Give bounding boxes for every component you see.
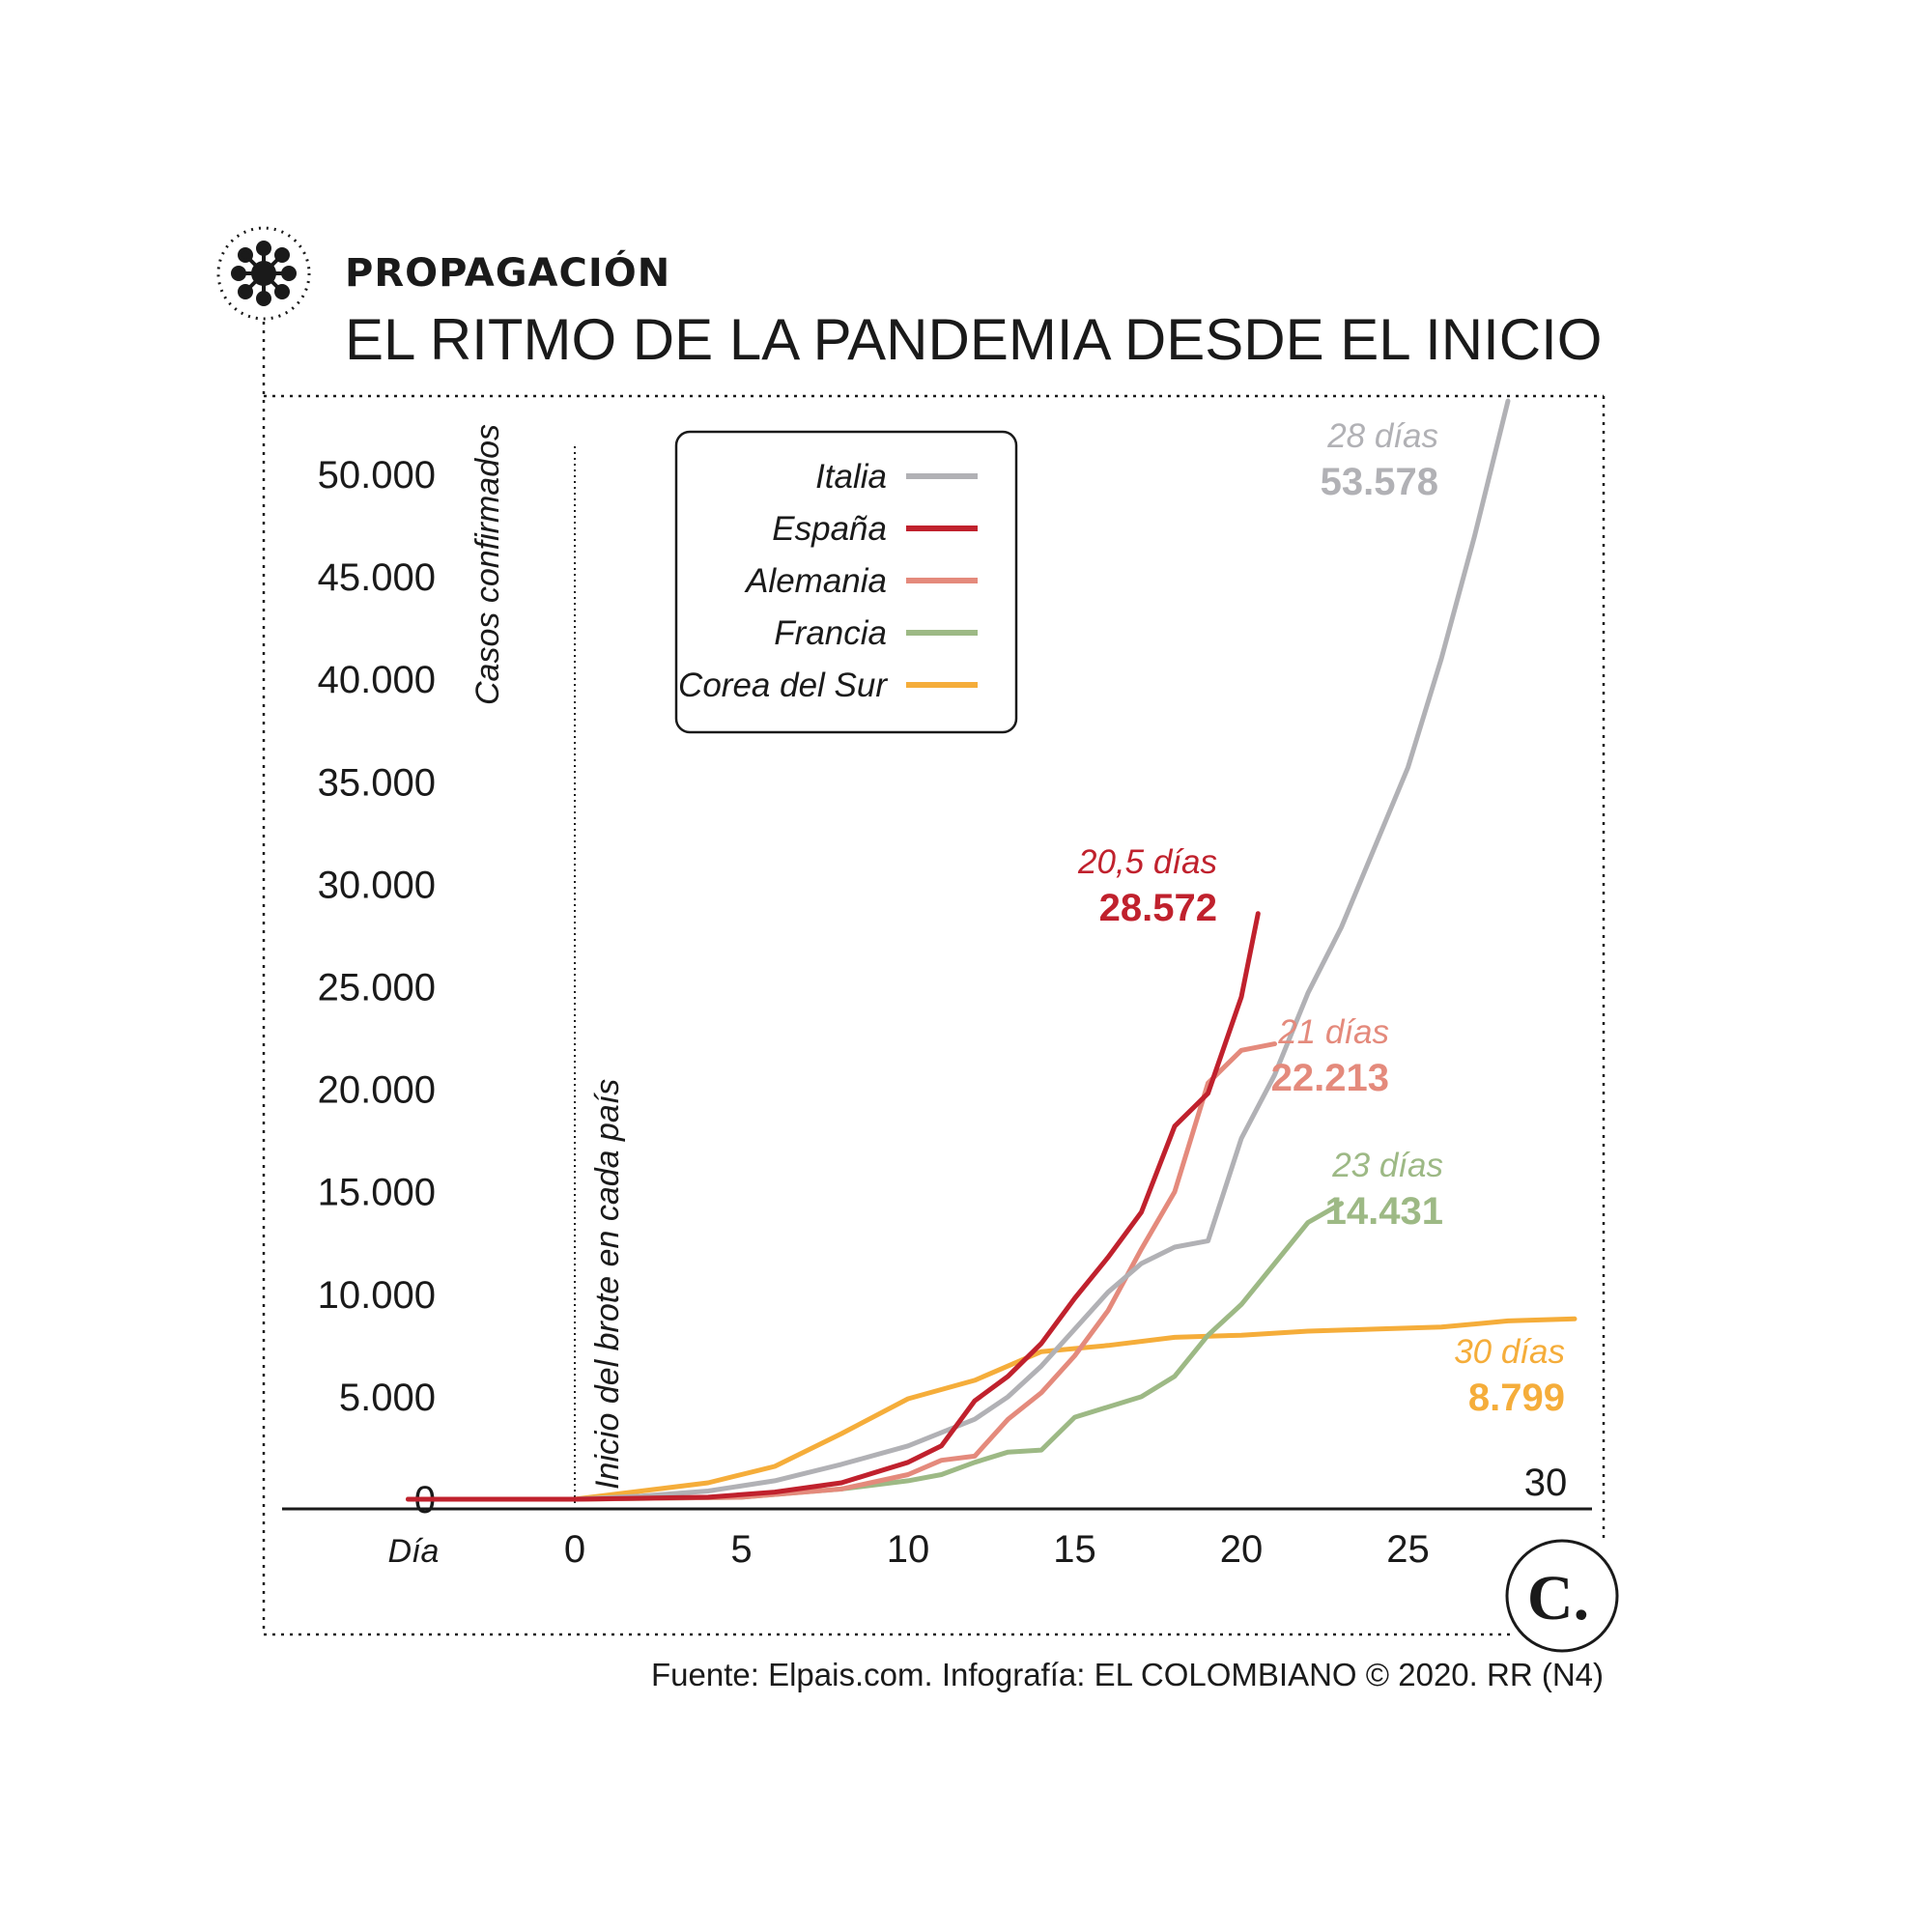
legend-label: Alemania: [744, 562, 887, 600]
y-tick-label: 5.000: [339, 1377, 436, 1419]
series-line-alemania: [406, 1041, 1277, 1502]
legend-box: [674, 430, 1018, 734]
end-label-days: 20,5 días: [1077, 843, 1217, 881]
series-layer: [406, 398, 1578, 1502]
legend-label: Francia: [774, 614, 887, 652]
end-label-days: 21 días: [1277, 1013, 1389, 1051]
x-axis-ticks: 0 5 10 15 20 25: [564, 1528, 1430, 1571]
end-annotations: 28 días 53.578 20,5 días 28.572 21 días 22.21…: [1077, 417, 1565, 1419]
x-tick-label: 20: [1220, 1528, 1264, 1571]
end-label-days: 30 días: [1454, 1333, 1565, 1371]
y-tick-label: 20.000: [318, 1069, 436, 1112]
y-tick-label: 30.000: [318, 864, 436, 906]
y-tick-label: 40.000: [318, 659, 436, 701]
end-label-value: 22.213: [1271, 1057, 1389, 1099]
y-tick-label: 50.000: [318, 454, 436, 497]
brand-logo: C.: [1505, 1539, 1619, 1653]
y-tick-label: 45.000: [318, 556, 436, 599]
end-label-value: 8.799: [1468, 1377, 1565, 1419]
series-line-espana: [406, 911, 1261, 1502]
x-end-tick: 30: [1524, 1462, 1568, 1504]
series-line-italia: [406, 398, 1511, 1502]
x-axis-label: Día: [388, 1533, 440, 1570]
legend-label: Italia: [815, 458, 887, 496]
series-line-corea-del-sur: [406, 1316, 1578, 1502]
legend-label: Corea del Sur: [678, 667, 888, 704]
legend: Italia España Alemania Francia Corea del Sur: [674, 430, 1018, 734]
end-label-value: 53.578: [1321, 461, 1438, 503]
virus-icon: [216, 226, 311, 321]
x-tick-label: 10: [887, 1528, 930, 1571]
y-axis-label: Casos confirmados: [469, 424, 506, 705]
x-tick-label: 0: [564, 1528, 585, 1571]
kicker: PROPAGACIÓN: [345, 249, 670, 296]
page-title: EL RITMO DE LA PANDEMIA DESDE EL INICIO: [345, 307, 1602, 372]
logo-letter: C.: [1527, 1563, 1589, 1634]
x-tick-label: 15: [1053, 1528, 1096, 1571]
end-label-value: 28.572: [1099, 887, 1217, 929]
frame: [262, 322, 1606, 1636]
end-label-days: 28 días: [1326, 417, 1438, 455]
x-tick-label: 5: [730, 1528, 752, 1571]
legend-label: España: [772, 510, 887, 548]
end-label-days: 23 días: [1331, 1147, 1443, 1184]
y-tick-label: 25.000: [318, 967, 436, 1009]
y-tick-label: 35.000: [318, 761, 436, 804]
end-label-value: 14.431: [1325, 1190, 1443, 1233]
y-axis-ticks: 05.00010.00015.00020.00025.00030.00035.0…: [318, 454, 436, 1521]
y-tick-label: 10.000: [318, 1274, 436, 1317]
source-credit: Fuente: Elpais.com. Infografía: EL COLOM…: [651, 1657, 1604, 1692]
x-tick-label: 25: [1386, 1528, 1430, 1571]
outbreak-marker-label: Inicio del brote en cada país: [589, 1079, 626, 1490]
y-tick-label: 15.000: [318, 1172, 436, 1214]
